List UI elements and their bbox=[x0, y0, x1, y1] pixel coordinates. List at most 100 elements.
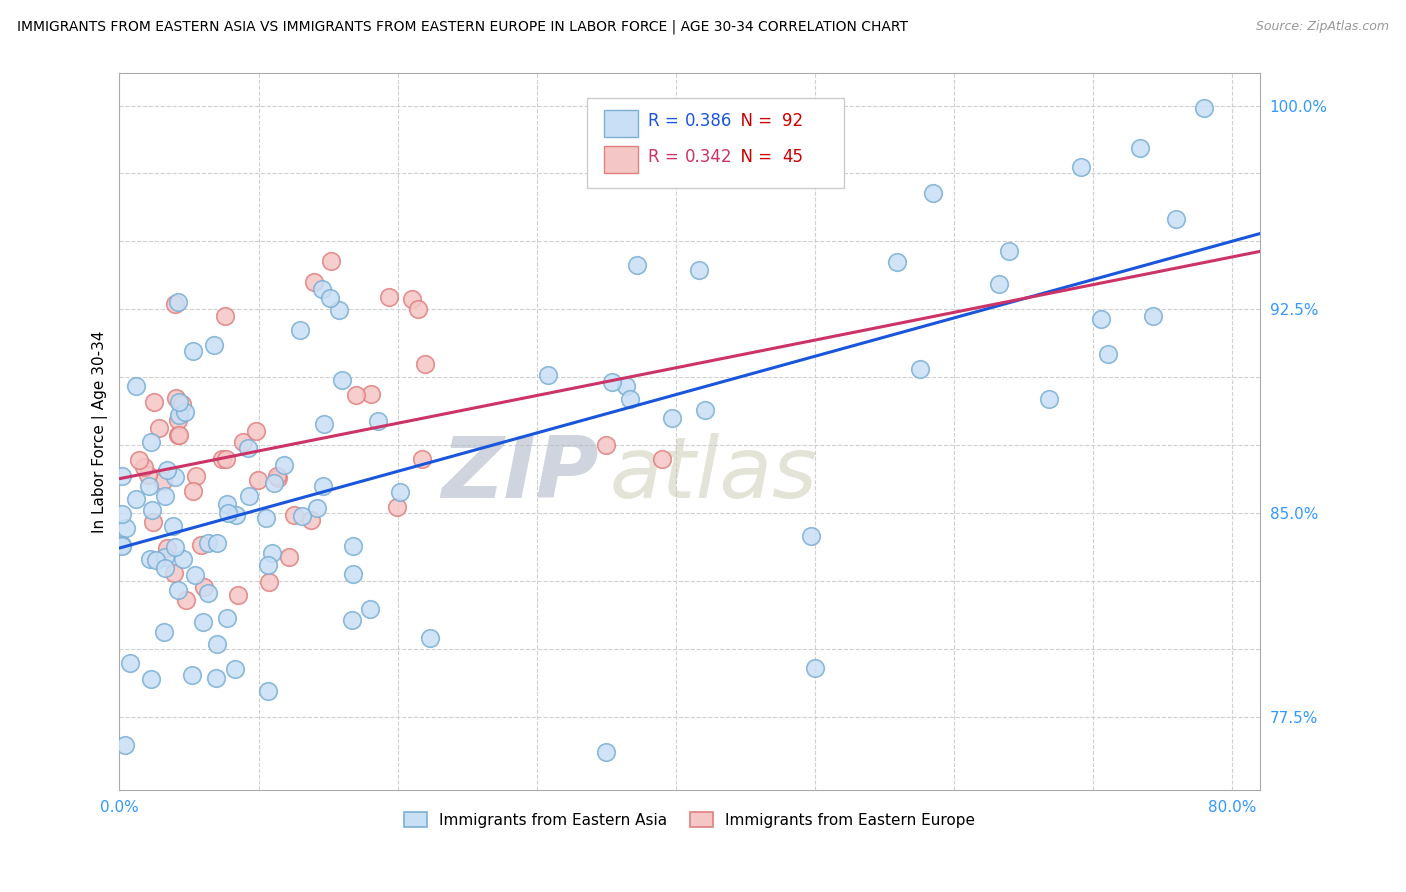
Text: 0.386: 0.386 bbox=[685, 112, 733, 130]
Point bbox=[167, 294, 190, 309]
Point bbox=[215, 452, 238, 467]
Point bbox=[238, 489, 260, 503]
Point bbox=[167, 583, 190, 598]
Point bbox=[165, 541, 187, 555]
Point bbox=[342, 613, 364, 627]
Point bbox=[141, 434, 163, 449]
Point bbox=[139, 551, 162, 566]
Point bbox=[217, 506, 239, 520]
Point bbox=[804, 660, 827, 674]
Text: IMMIGRANTS FROM EASTERN ASIA VS IMMIGRANTS FROM EASTERN EUROPE IN LABOR FORCE | : IMMIGRANTS FROM EASTERN ASIA VS IMMIGRAN… bbox=[17, 20, 908, 34]
Point bbox=[167, 409, 190, 423]
Point bbox=[908, 361, 931, 376]
Point bbox=[988, 277, 1011, 291]
Point bbox=[205, 671, 228, 685]
Point bbox=[614, 379, 637, 393]
FancyBboxPatch shape bbox=[588, 98, 844, 187]
Point bbox=[191, 615, 214, 629]
Point bbox=[155, 549, 177, 564]
Point bbox=[217, 611, 239, 625]
Point bbox=[998, 244, 1021, 258]
Point bbox=[215, 497, 238, 511]
Point bbox=[319, 291, 342, 305]
Point bbox=[156, 463, 179, 477]
Point bbox=[153, 561, 176, 575]
Point bbox=[172, 551, 194, 566]
Text: atlas: atlas bbox=[610, 433, 818, 516]
Point bbox=[141, 502, 163, 516]
Text: 92: 92 bbox=[782, 112, 803, 130]
Point bbox=[342, 539, 364, 553]
Point bbox=[800, 529, 823, 543]
Point bbox=[128, 453, 150, 467]
Point bbox=[145, 553, 167, 567]
Point bbox=[114, 521, 136, 535]
Point bbox=[302, 275, 325, 289]
Point bbox=[619, 392, 641, 407]
Point bbox=[256, 558, 278, 572]
Point bbox=[174, 405, 197, 419]
Point bbox=[260, 546, 283, 560]
Point bbox=[419, 631, 441, 645]
Point bbox=[359, 601, 381, 615]
Point bbox=[319, 254, 342, 268]
Point bbox=[346, 388, 368, 402]
Point bbox=[307, 500, 329, 515]
Point bbox=[142, 516, 165, 530]
Text: R =: R = bbox=[648, 112, 683, 130]
Point bbox=[190, 538, 212, 552]
Point bbox=[165, 470, 187, 484]
Bar bbox=[605, 111, 638, 137]
Point bbox=[291, 508, 314, 523]
Point bbox=[163, 566, 186, 580]
Point bbox=[166, 413, 188, 427]
Point bbox=[176, 593, 198, 607]
Point bbox=[245, 424, 267, 438]
Point bbox=[141, 672, 163, 686]
Point bbox=[626, 258, 648, 272]
Point bbox=[152, 474, 174, 488]
Point bbox=[1194, 101, 1216, 115]
Point bbox=[661, 411, 683, 425]
Point bbox=[180, 667, 202, 681]
Point bbox=[118, 656, 141, 670]
Point bbox=[314, 417, 336, 431]
Point bbox=[225, 508, 247, 522]
Point bbox=[224, 662, 246, 676]
Point bbox=[207, 637, 229, 651]
Point bbox=[143, 395, 166, 409]
Point bbox=[259, 575, 281, 590]
Point bbox=[183, 567, 205, 582]
Point bbox=[232, 434, 254, 449]
Point bbox=[153, 625, 176, 640]
Point bbox=[236, 441, 259, 455]
Point bbox=[204, 338, 226, 352]
Point bbox=[111, 507, 134, 521]
Point bbox=[167, 395, 190, 409]
Point bbox=[311, 282, 333, 296]
Point bbox=[110, 539, 132, 553]
Point bbox=[132, 459, 155, 474]
Point bbox=[273, 458, 295, 472]
Point bbox=[156, 541, 179, 556]
Point bbox=[1038, 392, 1060, 406]
Point bbox=[205, 535, 228, 549]
Point bbox=[197, 586, 219, 600]
Point bbox=[385, 500, 408, 514]
Text: Source: ZipAtlas.com: Source: ZipAtlas.com bbox=[1256, 20, 1389, 33]
Text: R =: R = bbox=[648, 148, 683, 166]
Point bbox=[922, 186, 945, 201]
Point bbox=[360, 387, 382, 401]
Point bbox=[256, 510, 278, 524]
Point bbox=[415, 357, 437, 371]
Point bbox=[183, 344, 205, 359]
Point bbox=[595, 438, 617, 452]
Point bbox=[688, 263, 710, 277]
Point bbox=[367, 414, 389, 428]
Text: N =: N = bbox=[730, 148, 778, 166]
Point bbox=[408, 301, 430, 316]
Text: 0.342: 0.342 bbox=[685, 148, 733, 166]
Point bbox=[257, 683, 280, 698]
Point bbox=[330, 373, 353, 387]
Point bbox=[342, 567, 364, 582]
